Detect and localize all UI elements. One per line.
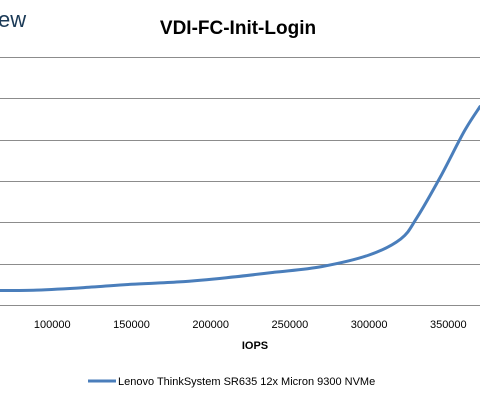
x-tick-label: 300000	[351, 319, 388, 331]
x-tick-label: 350000	[430, 319, 467, 331]
series-line	[0, 105, 480, 293]
watermark-logo-text: ew	[0, 7, 26, 32]
x-tick-label: 150000	[113, 319, 150, 331]
x-tick-label: 200000	[192, 319, 229, 331]
gridlines	[0, 57, 480, 265]
x-axis-label: IOPS	[242, 340, 268, 352]
legend-entry: Lenovo ThinkSystem SR635 12x Micron 9300…	[118, 376, 375, 388]
x-tick-label: 250000	[272, 319, 309, 331]
chart-title: VDI-FC-Init-Login	[160, 18, 316, 39]
x-tick-labels: 100000 150000 200000 250000 300000 350000	[34, 319, 467, 331]
x-tick-label: 100000	[34, 319, 71, 331]
